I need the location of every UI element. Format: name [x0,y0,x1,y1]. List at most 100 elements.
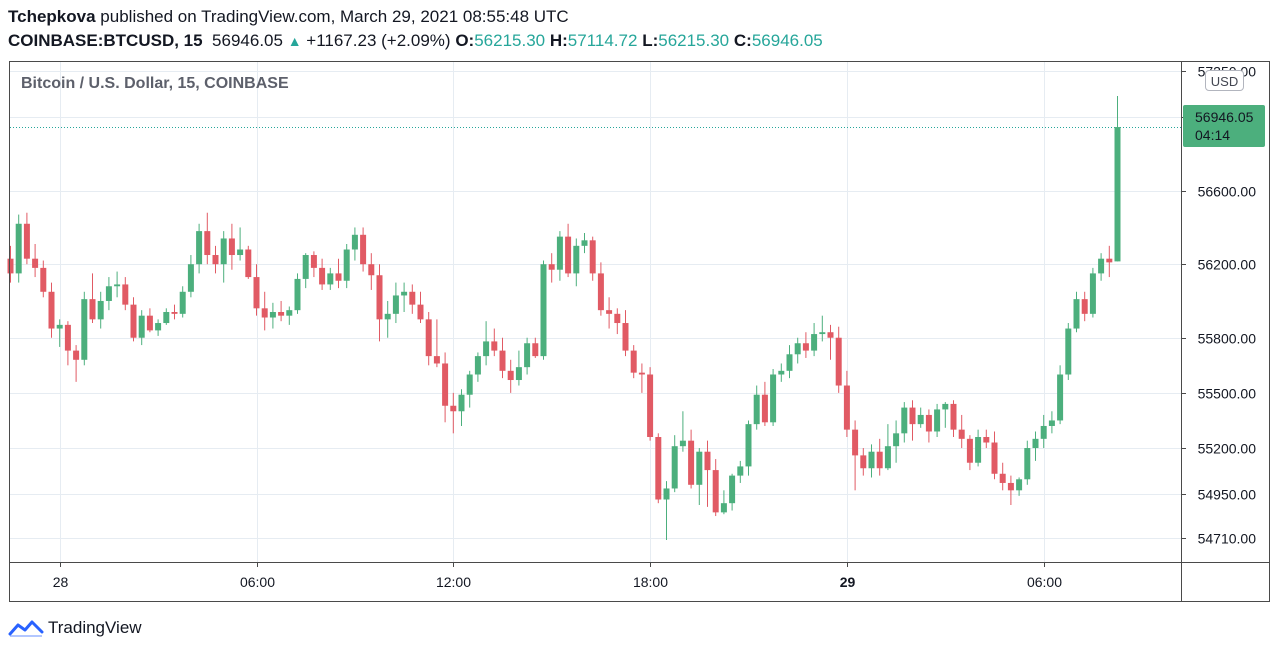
candle-body-up [663,488,670,500]
candle-body-down [278,312,285,316]
candle-body-down [860,455,867,469]
candle-body-down [32,258,39,268]
candle-body-up [745,424,752,467]
candle-body-down [704,451,711,471]
candle-body-up [163,312,170,324]
candle-body-down [548,264,555,270]
candle-body-down [1081,299,1088,314]
x-tick-label: 06:00 [240,574,275,590]
candle-body-up [975,437,982,463]
candle-body-up [220,238,227,265]
candle-body-up [1040,425,1047,439]
candle-body-up [196,231,203,265]
publish-info: Tchepkova published on TradingView.com, … [8,7,569,27]
candle-body-down [499,350,506,371]
candle-body-up [474,356,481,375]
candle-body-up [1114,127,1121,262]
last-price-tag-value: 56946.05 [1195,109,1254,125]
candle-body-up [819,332,826,335]
candle-body-down [310,255,317,268]
high-label: H: [549,31,568,50]
candle-body-down [73,350,80,360]
candle-body-up [671,446,678,489]
candle-body-up [97,300,104,320]
candle-body-up [384,313,391,320]
candles-group [7,96,1121,540]
candle-body-down [983,437,990,443]
tradingview-logo-icon [8,620,44,637]
candle-body-up [237,249,244,256]
candle-body-down [245,249,252,278]
candle-body-up [1016,479,1023,491]
close-label: C: [733,31,752,50]
chart-frame [9,61,1270,602]
open-value: 56215.30 [474,31,546,50]
candle-body-down [48,291,55,329]
candle-body-up [540,264,547,357]
up-arrow-icon: ▲ [287,33,302,49]
candle-body-up [737,466,744,476]
candle-body-down [597,273,604,311]
candle-body-up [392,295,399,314]
candle-body-down [532,343,539,357]
tradingview-logo[interactable]: TradingView [8,617,142,639]
candle-body-down [909,407,916,425]
candle-body-up [515,367,522,381]
candle-body-up [1073,299,1080,329]
candle-body-up [483,341,490,357]
candle-body-down [589,240,596,274]
candle-body-down [925,414,932,432]
candle-body-down [712,470,719,513]
candle-body-down [638,372,645,375]
candle-body-down [622,323,629,351]
candle-body-up [286,310,293,316]
brand-name: TradingView [48,618,142,637]
y-tick-label: 56200.00 [1198,257,1257,273]
candle-body-up [401,291,408,296]
candle-body-down [253,277,260,309]
published-text: published on TradingView.com, March 29, … [100,7,569,26]
candle-body-down [368,264,375,276]
candle-body-up [581,240,588,246]
candle-body-down [614,313,621,324]
currency-button[interactable]: USD [1205,70,1244,91]
candle-body-up [56,324,63,329]
candle-body-down [425,319,432,357]
candle-body-up [811,334,818,351]
candle-body-down [958,429,965,439]
candle-body-up [155,323,162,331]
candle-body-down [688,440,695,485]
candle-body-down [876,451,883,469]
y-tick-label: 54950.00 [1198,487,1257,503]
candle-body-up [720,503,727,513]
candle-body-down [647,374,654,437]
candle-body-up [105,286,112,301]
candle-body-down [335,273,342,281]
candle-body-down [852,429,859,456]
author-name[interactable]: Tchepkova [8,7,96,26]
candle-body-up [753,394,760,425]
candle-body-down [23,223,30,259]
y-tick-label: 55500.00 [1198,386,1257,402]
candle-body-down [491,341,498,351]
candle-body-down [319,267,326,285]
candle-body-down [89,299,96,320]
high-value: 57114.72 [567,31,638,50]
candle-body-up [934,409,941,432]
chart-title: Bitcoin / U.S. Dollar, 15, COINBASE [21,75,289,92]
candle-body-up [696,451,703,485]
bar-countdown: 04:14 [1195,127,1231,143]
candle-body-up [884,446,891,469]
candle-body-down [122,284,129,305]
x-tick-label: 12:00 [436,574,471,590]
candle-body-up [556,236,563,270]
candle-body-down [761,394,768,423]
candle-body-up [770,374,777,423]
candle-body-down [1106,258,1113,263]
candle-body-down [991,442,998,474]
candle-body-down [507,370,514,381]
candle-body-up [786,354,793,371]
candle-body-up [466,374,473,395]
candle-body-up [1089,273,1096,314]
candle-body-up [942,403,949,410]
